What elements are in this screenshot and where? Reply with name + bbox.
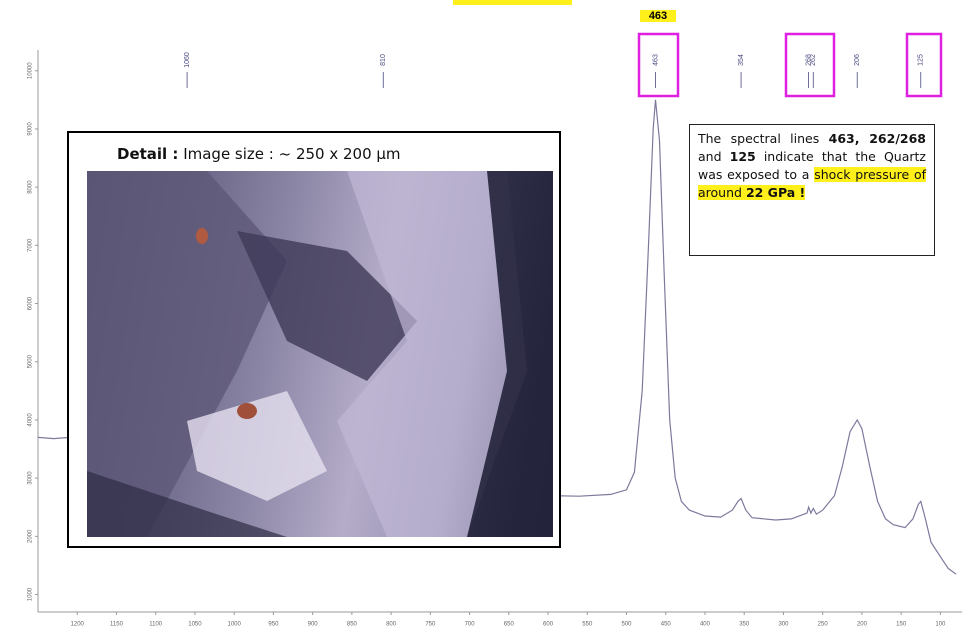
x-tick-label: 850 (347, 622, 358, 628)
peak-label: 262 (810, 54, 817, 66)
x-tick-label: 1050 (188, 622, 202, 628)
inset-title-bold: Detail : (117, 145, 179, 163)
x-tick-label: 250 (818, 622, 829, 628)
peak-label: 810 (380, 54, 387, 66)
annotation-bold: 463, 262/268 (828, 131, 926, 146)
x-tick-label: 1000 (227, 622, 241, 628)
inset-title-text: Image size : ~ 250 x 200 µm (178, 145, 401, 163)
x-tick-label: 700 (465, 622, 476, 628)
peak-label: 463 (652, 54, 659, 66)
photo-art (87, 171, 553, 537)
x-tick-label: 400 (700, 622, 711, 628)
annotation-text: and (698, 149, 730, 164)
x-tick-label: 600 (543, 622, 554, 628)
x-tick-label: 650 (504, 622, 515, 628)
annotation-bold: 125 (729, 149, 756, 164)
x-tick-label: 450 (661, 622, 672, 628)
peak-box (905, 32, 943, 98)
y-tick-label: 4000 (28, 413, 34, 427)
highlight-strip (453, 0, 572, 5)
y-tick-label: 3000 (28, 471, 34, 485)
x-tick-label: 1200 (71, 622, 85, 628)
x-tick-label: 100 (935, 622, 946, 628)
x-tick-label: 900 (308, 622, 319, 628)
peak-box (784, 32, 836, 98)
peak-label: 268 (805, 54, 812, 66)
y-tick-label: 6000 (28, 296, 34, 310)
y-tick-label: 1000 (28, 587, 34, 601)
annotation-text: The spectral lines (698, 131, 829, 146)
x-tick-label: 750 (425, 622, 436, 628)
peak-label: 1060 (184, 52, 191, 68)
x-tick-label: 350 (739, 622, 750, 628)
inset-title: Detail : Image size : ~ 250 x 200 µm (117, 145, 401, 163)
x-tick-label: 150 (896, 622, 907, 628)
x-tick-label: 200 (857, 622, 868, 628)
peak-highlight-label: 463 (640, 10, 676, 22)
x-tick-label: 300 (778, 622, 789, 628)
x-tick-label: 800 (386, 622, 397, 628)
x-tick-label: 500 (622, 622, 633, 628)
peak-label: 125 (918, 54, 925, 66)
y-tick-label: 10000 (28, 62, 34, 79)
y-tick-label: 2000 (28, 529, 34, 543)
y-tick-label: 8000 (28, 180, 34, 194)
microscope-photo (87, 171, 553, 537)
inset: Detail : Image size : ~ 250 x 200 µm (67, 131, 561, 548)
peak-label: 206 (854, 54, 861, 66)
annotation-highlight-bold: 22 GPa ! (745, 185, 806, 200)
x-tick-label: 1150 (110, 622, 124, 628)
y-tick-label: 9000 (28, 122, 34, 136)
annotation-text: indicate that the Quartz was exposed to … (698, 149, 926, 182)
x-tick-label: 1100 (149, 622, 163, 628)
y-tick-label: 5000 (28, 354, 34, 368)
x-tick-label: 550 (582, 622, 593, 628)
y-tick-label: 7000 (28, 238, 34, 252)
annotation: The spectral lines 463, 262/268 and 125 … (689, 124, 935, 256)
peak-box (637, 32, 680, 98)
x-tick-label: 950 (268, 622, 279, 628)
peak-label: 354 (738, 54, 745, 66)
